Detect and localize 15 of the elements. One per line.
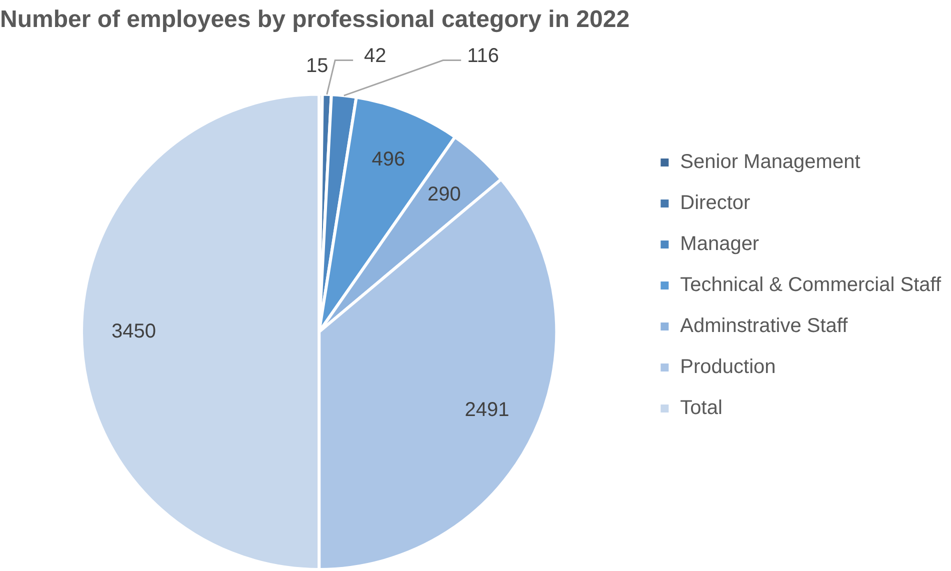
data-label: 3450 [112,320,156,342]
legend-label: Manager [680,233,760,256]
legend-label: Total [680,397,722,420]
legend-label: Technical & Commercial Staff [680,274,942,296]
legend-label: Production [680,356,776,378]
data-label: 42 [364,44,386,67]
legend-label: Adminstrative Staff [680,315,848,338]
legend-label: Senior Management [680,151,861,174]
legend-label: Director [680,192,751,214]
data-label: 2491 [464,398,510,421]
chart-title: Number of employees by professional category in 2022 [0,6,630,34]
data-label: 496 [372,148,406,171]
data-label: 290 [428,184,461,206]
data-label: 116 [467,44,500,67]
data-label: 15 [306,54,328,77]
